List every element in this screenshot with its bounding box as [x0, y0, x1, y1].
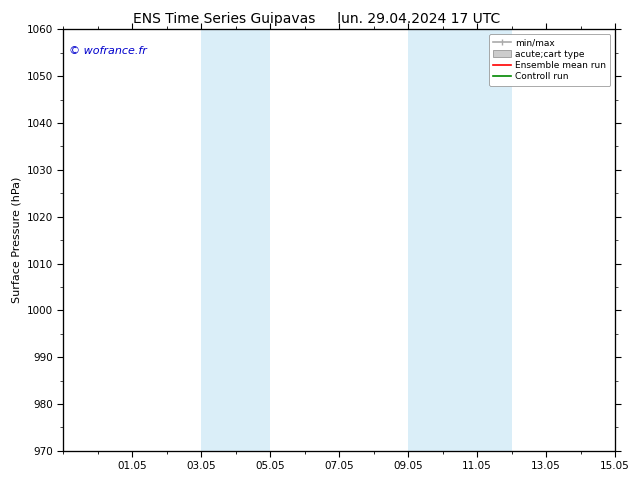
Text: © wofrance.fr: © wofrance.fr — [69, 46, 147, 56]
Legend: min/max, acute;cart type, Ensemble mean run, Controll run: min/max, acute;cart type, Ensemble mean … — [489, 34, 611, 86]
Bar — [408, 29, 512, 451]
Bar — [202, 29, 270, 451]
Text: ENS Time Series Guipavas     lun. 29.04.2024 17 UTC: ENS Time Series Guipavas lun. 29.04.2024… — [133, 12, 501, 26]
Y-axis label: Surface Pressure (hPa): Surface Pressure (hPa) — [11, 177, 21, 303]
